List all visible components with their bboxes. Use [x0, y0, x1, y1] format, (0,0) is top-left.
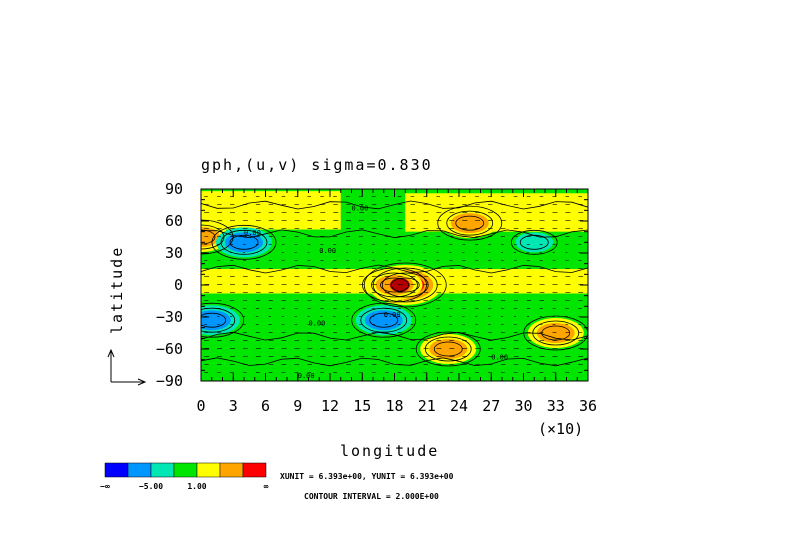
- colorbar-swatch: [127, 462, 152, 478]
- colorbar-label: −∞: [100, 482, 110, 491]
- field-max-core: [389, 278, 410, 292]
- contour-line: [201, 219, 234, 255]
- x-tick-label: 33: [547, 397, 565, 415]
- contour-line: [363, 262, 447, 308]
- y-tick-label: −60: [156, 340, 183, 358]
- x-tick-label: 3: [229, 397, 238, 415]
- x-tick-label: 27: [482, 397, 500, 415]
- colorbar-swatch: [104, 462, 129, 478]
- contour-line: [541, 325, 571, 341]
- x-axis-multiplier: (×10): [538, 420, 583, 438]
- contour-line: [372, 267, 438, 303]
- contour-line: [201, 200, 588, 210]
- x-tick-label: 0: [196, 397, 205, 415]
- colorbar-swatch: [150, 462, 175, 478]
- x-tick-label: 12: [321, 397, 339, 415]
- contour-label: 0.00: [352, 204, 369, 212]
- contour-line: [360, 307, 408, 333]
- colorbar-swatch: [242, 462, 267, 478]
- x-tick-label: 24: [450, 397, 468, 415]
- y-tick-label: 0: [174, 276, 183, 294]
- contour-line: [201, 357, 588, 367]
- colorbar-swatch: [173, 462, 198, 478]
- contour-label: 0.00: [298, 372, 315, 380]
- colorbar-swatch: [219, 462, 244, 478]
- contour-line: [201, 224, 225, 250]
- contour-line: [415, 331, 481, 367]
- contour-label: 0.00: [244, 229, 261, 237]
- contour-interval-text: CONTOUR INTERVAL = 2.000E+00: [304, 492, 439, 501]
- y-axis-label: latitude: [108, 246, 126, 334]
- chart-title: gph,(u,v) sigma=0.830: [201, 156, 433, 174]
- y-tick-label: −30: [156, 308, 183, 326]
- contour-line: [201, 312, 227, 328]
- contour-line: [371, 272, 418, 298]
- contour-line: [380, 277, 409, 293]
- contour-line: [433, 341, 463, 357]
- x-tick-label: 18: [385, 397, 403, 415]
- contour-line: [211, 224, 277, 260]
- x-tick-label: 36: [579, 397, 597, 415]
- plot-area: 0.00 0.00 0.00 0.00 0.00 0.00 0.00: [201, 189, 588, 381]
- colorbar-label: 1.00: [187, 482, 206, 491]
- contour-line: [201, 229, 588, 239]
- field-band: [201, 191, 341, 230]
- field-low: [201, 310, 231, 331]
- contour-line: [510, 229, 558, 255]
- x-axis-label: longitude: [340, 442, 439, 460]
- x-tick-label: 15: [353, 397, 371, 415]
- y-tick-label: 90: [165, 180, 183, 198]
- contour-line: [201, 302, 245, 338]
- contour-line: [369, 312, 399, 328]
- contour-line: [201, 307, 236, 333]
- colorbar-label: −5.00: [139, 482, 163, 491]
- contour-line: [381, 272, 429, 298]
- x-tick-label: 6: [261, 397, 270, 415]
- contour-line: [437, 205, 503, 241]
- unit-text: XUNIT = 6.393e+00, YUNIT = 6.393e+00: [280, 472, 454, 481]
- reference-vector: [107, 348, 147, 386]
- contour-label: 0.00: [319, 247, 336, 255]
- x-tick-label: 30: [514, 397, 532, 415]
- contour-line: [201, 229, 216, 245]
- colorbar-swatch: [196, 462, 221, 478]
- colorbar-label: ∞: [264, 482, 269, 491]
- contour-label: 0.00: [309, 320, 326, 328]
- x-tick-label: 21: [418, 397, 436, 415]
- contour-label: 0.00: [384, 311, 401, 319]
- contour-line: [455, 215, 485, 231]
- contour-label: 0.00: [491, 354, 508, 362]
- contour-line: [390, 277, 420, 293]
- contour-line: [201, 331, 588, 341]
- x-tick-label: 9: [293, 397, 302, 415]
- field-high: [201, 227, 220, 247]
- contour-line: [351, 302, 417, 338]
- colorbar: −∞ −5.00 1.00 ∞: [100, 462, 269, 491]
- contour-line: [446, 210, 494, 236]
- contour-line: [201, 264, 588, 274]
- y-tick-label: 30: [165, 244, 183, 262]
- contour-line: [424, 336, 472, 362]
- y-tick-label: 60: [165, 212, 183, 230]
- contour-line: [220, 229, 268, 255]
- contour-line: [229, 234, 259, 250]
- y-tick-label: −90: [156, 372, 183, 390]
